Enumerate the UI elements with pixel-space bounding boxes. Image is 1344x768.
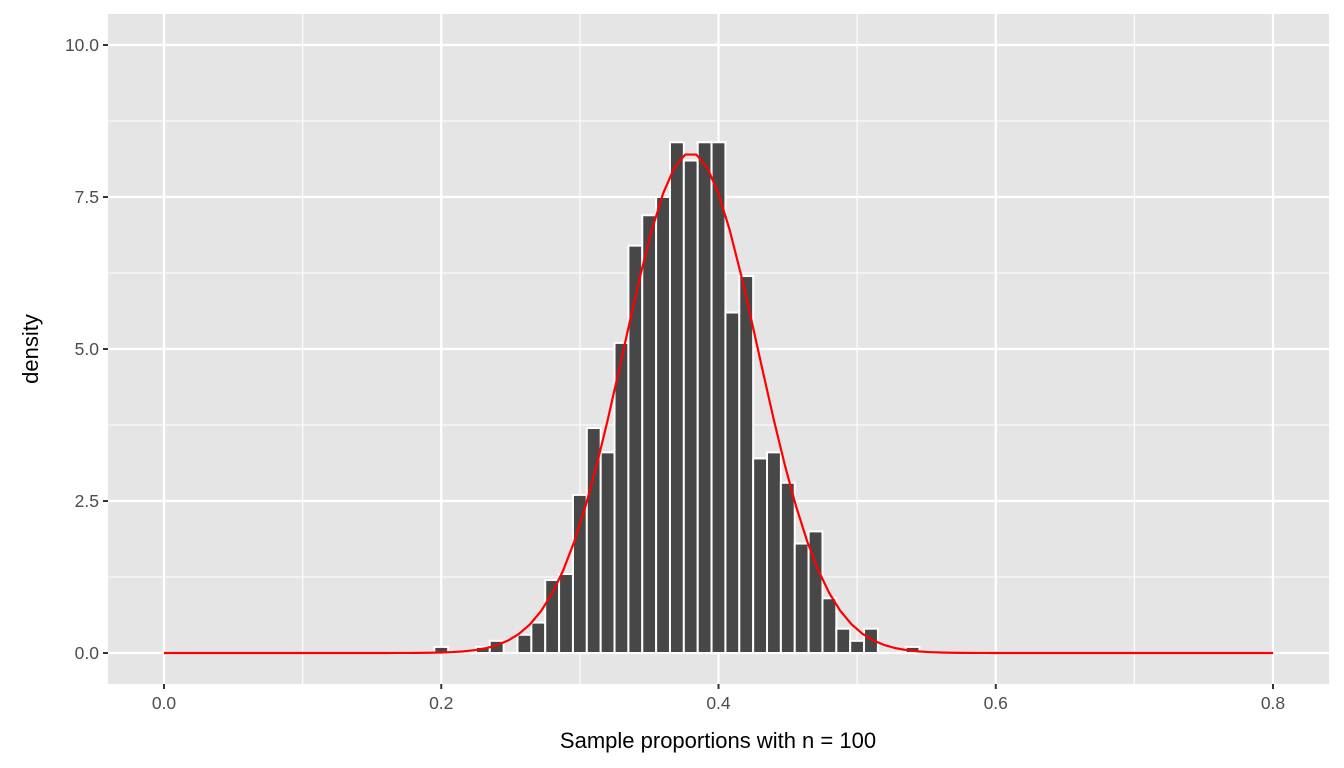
histogram-bar (738, 275, 755, 654)
y-tick-label: 2.5 (75, 491, 99, 511)
histogram-bar (821, 597, 838, 655)
x-tick-label: 0.0 (152, 693, 177, 713)
y-axis: 0.0 2.5 5.0 7.5 10.0 (65, 35, 108, 663)
x-axis: 0.0 0.2 0.4 0.6 0.8 (152, 684, 1285, 713)
histogram-bar (793, 542, 810, 654)
histogram-bar (779, 481, 796, 655)
x-axis-title: Sample proportions with n = 100 (560, 728, 876, 753)
histogram-bar (516, 633, 533, 655)
histogram-bar (668, 141, 685, 654)
histogram-bar (710, 141, 727, 654)
histogram-bar (724, 311, 741, 654)
histogram-bar (766, 451, 782, 654)
histogram-bar (752, 457, 769, 654)
histogram-bar (571, 493, 588, 655)
y-tick-label: 5.0 (75, 339, 100, 359)
histogram-bar (627, 244, 644, 654)
y-axis-title: density (18, 314, 43, 384)
x-tick-label: 0.4 (706, 693, 731, 713)
x-tick-label: 0.6 (984, 693, 1008, 713)
histogram-bar (696, 141, 713, 654)
histogram-bar (807, 530, 824, 655)
y-tick-label: 10.0 (65, 35, 99, 55)
histogram-bar (849, 639, 866, 655)
histogram-bar (655, 196, 671, 654)
histogram-bar (641, 214, 658, 655)
y-tick-label: 0.0 (75, 643, 100, 663)
x-tick-label: 0.2 (429, 693, 453, 713)
histogram-bars (433, 141, 921, 655)
histogram-bar (682, 159, 699, 655)
normal-density-curve (164, 153, 1273, 655)
y-tick-label: 7.5 (75, 187, 99, 207)
histogram-bar (835, 627, 852, 654)
x-tick-label: 0.8 (1261, 693, 1285, 713)
histogram-bar (599, 451, 616, 654)
histogram-bar (613, 341, 630, 654)
histogram-bar (863, 627, 879, 654)
histogram-bar (558, 572, 574, 655)
histogram-bar (530, 621, 547, 654)
